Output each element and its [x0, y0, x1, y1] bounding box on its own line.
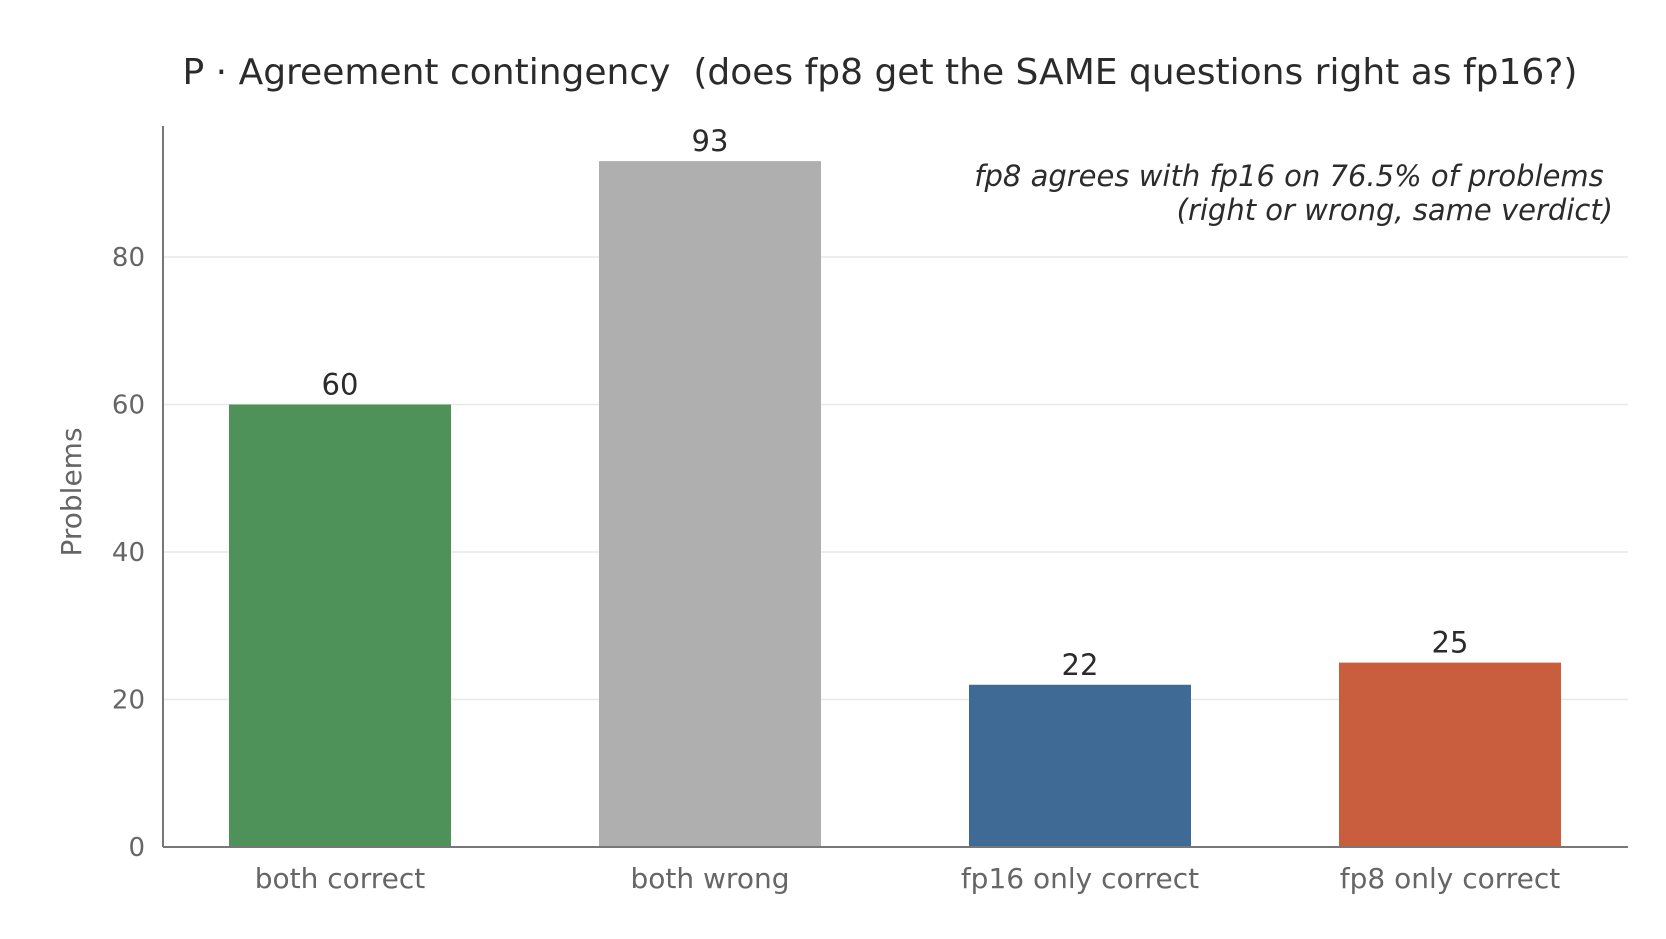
x-tick-both-correct: both correct	[255, 862, 426, 895]
y-tick-labels: 0 20 40 60 80	[112, 243, 145, 863]
data-label-both-wrong: 93	[692, 124, 729, 158]
y-tick-40: 40	[112, 538, 145, 568]
y-tick-60: 60	[112, 391, 145, 421]
data-label-fp8-only-correct: 25	[1432, 626, 1469, 660]
x-tick-both-wrong: both wrong	[631, 862, 790, 895]
bar-both-correct	[229, 404, 451, 847]
bar-fp16-only-correct	[969, 684, 1191, 847]
bar-both-wrong	[599, 161, 821, 847]
y-tick-80: 80	[112, 243, 145, 273]
y-axis-label: Problems	[55, 427, 88, 556]
annotation-line-1: fp8 agrees with fp16 on 76.5% of problem…	[974, 159, 1603, 193]
bars	[229, 161, 1561, 847]
data-labels: 60 93 22 25	[322, 124, 1469, 682]
x-tick-labels: both correct both wrong fp16 only correct f…	[255, 862, 1561, 895]
annotation-line-2: (right or wrong, same verdict)	[1177, 193, 1613, 227]
data-label-fp16-only-correct: 22	[1062, 648, 1099, 682]
y-tick-20: 20	[112, 686, 145, 716]
x-tick-fp8-only-correct: fp8 only correct	[1340, 862, 1561, 895]
agreement-annotation: fp8 agrees with fp16 on 76.5% of problem…	[974, 159, 1613, 227]
data-label-both-correct: 60	[322, 368, 359, 402]
chart-title: P · Agreement contingency (does fp8 get …	[183, 52, 1578, 93]
bar-fp8-only-correct	[1339, 662, 1561, 847]
y-tick-0: 0	[128, 833, 145, 863]
x-tick-fp16-only-correct: fp16 only correct	[961, 862, 1199, 895]
